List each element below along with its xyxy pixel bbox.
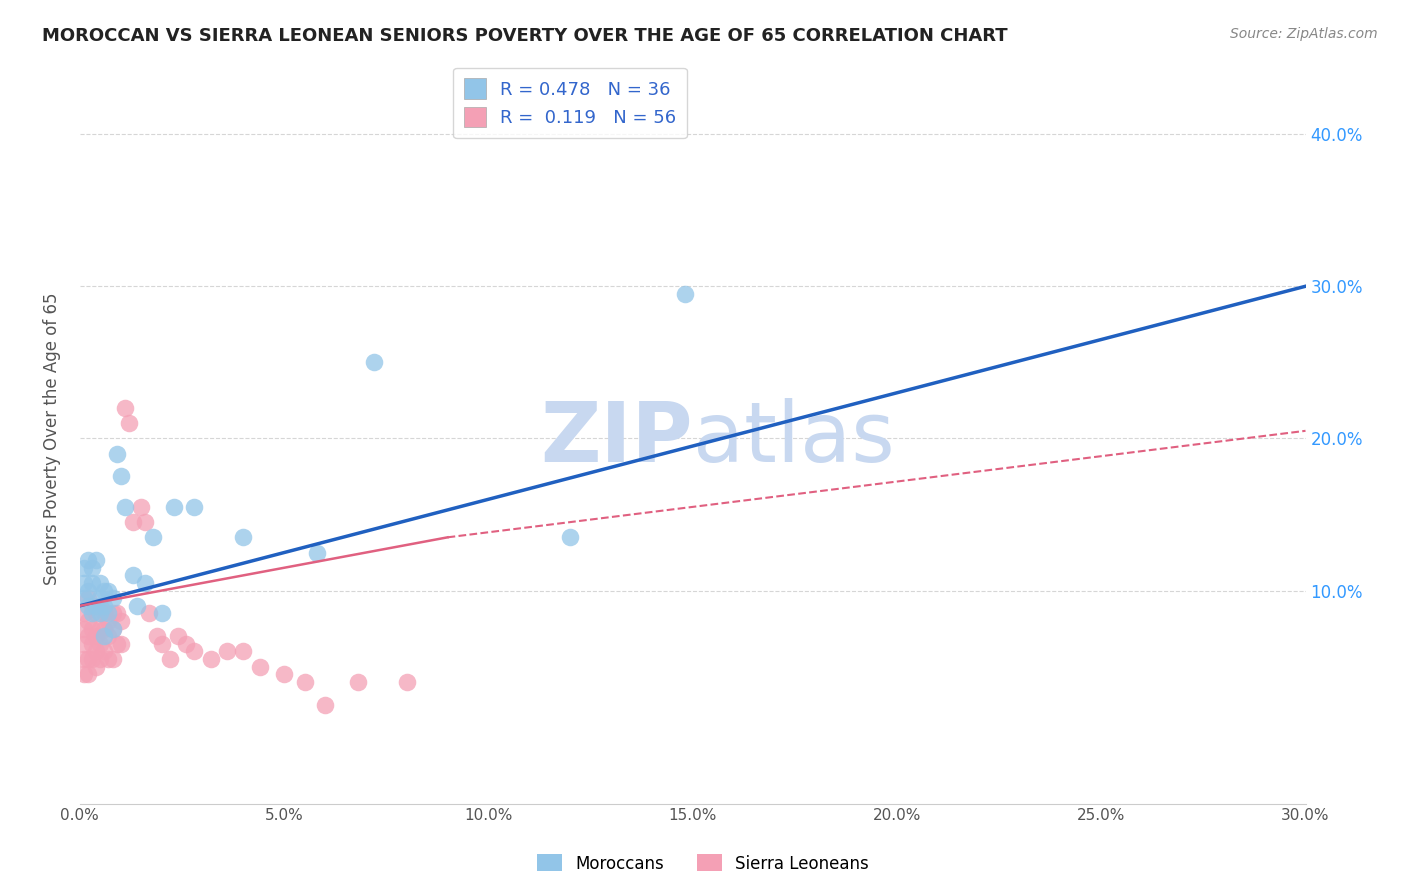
Point xyxy=(118,416,141,430)
Point xyxy=(294,674,316,689)
Point xyxy=(142,530,165,544)
Point xyxy=(159,652,181,666)
Point xyxy=(89,591,111,606)
Point xyxy=(150,637,173,651)
Point xyxy=(89,622,111,636)
Point xyxy=(73,667,96,681)
Y-axis label: Seniors Poverty Over the Age of 65: Seniors Poverty Over the Age of 65 xyxy=(44,293,60,584)
Point xyxy=(73,622,96,636)
Point xyxy=(215,644,238,658)
Point xyxy=(134,576,156,591)
Point xyxy=(122,568,145,582)
Point xyxy=(232,530,254,544)
Point xyxy=(82,637,104,651)
Point xyxy=(314,698,336,712)
Point xyxy=(110,469,132,483)
Point xyxy=(82,652,104,666)
Point xyxy=(125,599,148,613)
Point xyxy=(101,622,124,636)
Point xyxy=(395,674,418,689)
Point xyxy=(134,515,156,529)
Point xyxy=(105,607,128,621)
Point xyxy=(200,652,222,666)
Text: Source: ZipAtlas.com: Source: ZipAtlas.com xyxy=(1230,27,1378,41)
Point xyxy=(82,607,104,621)
Point xyxy=(97,583,120,598)
Point xyxy=(97,607,120,621)
Point xyxy=(273,667,295,681)
Point xyxy=(89,607,111,621)
Point xyxy=(82,561,104,575)
Point xyxy=(73,561,96,575)
Point xyxy=(84,629,107,643)
Point xyxy=(122,515,145,529)
Point xyxy=(77,667,100,681)
Point xyxy=(77,553,100,567)
Point xyxy=(93,583,115,598)
Point xyxy=(93,644,115,658)
Point xyxy=(84,607,107,621)
Point xyxy=(249,659,271,673)
Point xyxy=(89,576,111,591)
Point xyxy=(77,591,100,606)
Point xyxy=(77,599,100,613)
Point xyxy=(89,652,111,666)
Point xyxy=(138,607,160,621)
Point xyxy=(89,599,111,613)
Point xyxy=(363,355,385,369)
Point xyxy=(305,545,328,559)
Point xyxy=(101,591,124,606)
Point xyxy=(183,644,205,658)
Point xyxy=(232,644,254,658)
Point xyxy=(93,622,115,636)
Point xyxy=(105,447,128,461)
Point xyxy=(73,576,96,591)
Point xyxy=(73,607,96,621)
Text: atlas: atlas xyxy=(693,398,894,479)
Point xyxy=(97,652,120,666)
Point xyxy=(346,674,368,689)
Point xyxy=(77,583,100,598)
Point xyxy=(105,637,128,651)
Point xyxy=(77,652,100,666)
Point xyxy=(101,607,124,621)
Point xyxy=(82,576,104,591)
Point xyxy=(97,614,120,628)
Point xyxy=(73,591,96,606)
Point xyxy=(101,652,124,666)
Point xyxy=(129,500,152,514)
Point xyxy=(114,500,136,514)
Legend: Moroccans, Sierra Leoneans: Moroccans, Sierra Leoneans xyxy=(530,847,876,880)
Point xyxy=(82,622,104,636)
Point xyxy=(101,622,124,636)
Point xyxy=(77,629,100,643)
Point xyxy=(93,629,115,643)
Point xyxy=(110,637,132,651)
Point xyxy=(150,607,173,621)
Legend: R = 0.478   N = 36, R =  0.119   N = 56: R = 0.478 N = 36, R = 0.119 N = 56 xyxy=(453,68,688,138)
Point xyxy=(558,530,581,544)
Point xyxy=(174,637,197,651)
Point xyxy=(73,652,96,666)
Point xyxy=(146,629,169,643)
Point xyxy=(183,500,205,514)
Point xyxy=(82,599,104,613)
Point xyxy=(110,614,132,628)
Point xyxy=(97,629,120,643)
Point xyxy=(84,644,107,658)
Text: ZIP: ZIP xyxy=(540,398,693,479)
Point xyxy=(167,629,190,643)
Point xyxy=(93,607,115,621)
Point xyxy=(73,637,96,651)
Text: MOROCCAN VS SIERRA LEONEAN SENIORS POVERTY OVER THE AGE OF 65 CORRELATION CHART: MOROCCAN VS SIERRA LEONEAN SENIORS POVER… xyxy=(42,27,1008,45)
Point xyxy=(84,553,107,567)
Point xyxy=(77,614,100,628)
Point xyxy=(84,659,107,673)
Point xyxy=(93,599,115,613)
Point xyxy=(673,286,696,301)
Point xyxy=(163,500,186,514)
Point xyxy=(114,401,136,415)
Point xyxy=(89,637,111,651)
Point xyxy=(84,599,107,613)
